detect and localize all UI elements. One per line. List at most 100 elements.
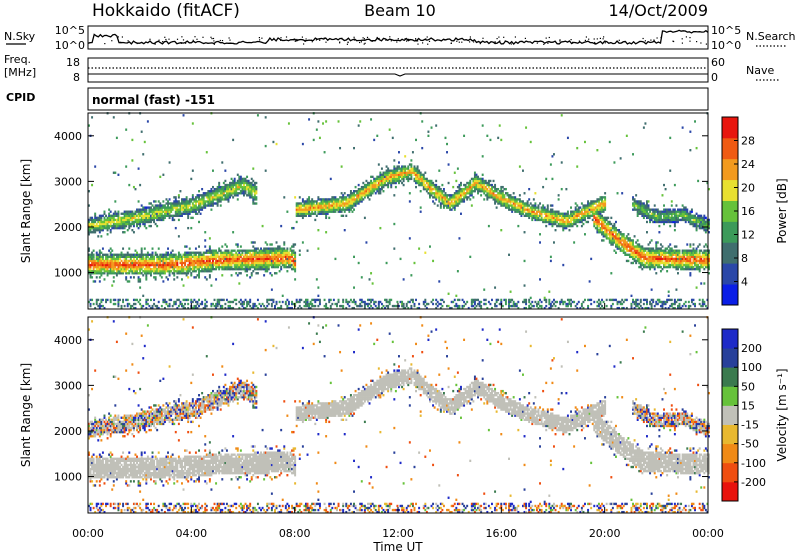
power-cell (576, 303, 578, 305)
noise-search-dot (363, 37, 364, 38)
power-cell (218, 268, 220, 270)
power-cell (623, 235, 625, 237)
power-cell (110, 252, 112, 254)
noise-search-dot (427, 36, 428, 37)
power-cell (609, 141, 611, 143)
power-cell (135, 264, 137, 266)
power-cell (457, 270, 459, 272)
power-cell (282, 295, 284, 297)
power-cell (325, 231, 327, 233)
power-cell (344, 192, 346, 194)
power-cell (528, 198, 530, 200)
power-cell (598, 299, 600, 301)
noise-left-label: N.Sky (4, 30, 36, 43)
power-cell (271, 288, 273, 290)
power-cell (90, 305, 92, 307)
power-cell (452, 186, 454, 188)
noise-search-dot (295, 41, 296, 42)
noise-left-tick-top: 10^5 (55, 24, 85, 37)
power-cell (237, 194, 239, 196)
power-cell (610, 305, 612, 307)
power-cell (141, 204, 143, 206)
power-cell (404, 170, 406, 172)
power-cell (183, 305, 185, 307)
power-cell (128, 247, 130, 249)
power-cell (547, 206, 549, 208)
power-cell (618, 235, 620, 237)
power-cell (590, 258, 592, 260)
power-cell (164, 299, 166, 301)
noise-search-dot (616, 41, 617, 42)
power-cell (316, 215, 318, 217)
power-cell (378, 163, 380, 165)
power-cell (110, 247, 112, 249)
power-cell (138, 200, 140, 202)
power-cell (114, 303, 116, 305)
power-cell (93, 250, 95, 252)
power-cell (576, 165, 578, 167)
power-cell (435, 180, 437, 182)
power-cell (474, 190, 476, 192)
noise-search-dot (406, 41, 407, 42)
noise-search-dot (359, 42, 360, 43)
power-cell (558, 194, 560, 196)
power-cell (198, 196, 200, 198)
power-cell (150, 274, 152, 276)
power-cell (477, 192, 479, 194)
power-cell (496, 190, 498, 192)
power-cell (178, 194, 180, 196)
power-cell (90, 229, 92, 231)
power-cell (251, 194, 253, 196)
power-cell (152, 247, 154, 249)
power-cell (271, 243, 273, 245)
noise-search-dot (372, 41, 373, 42)
power-cell (409, 192, 411, 194)
power-cell (271, 303, 273, 305)
power-cell (186, 198, 188, 200)
power-cell (314, 301, 316, 303)
power-cell (615, 231, 617, 233)
power-cell (352, 206, 354, 208)
power-cell (241, 254, 243, 256)
power-cell (339, 147, 341, 149)
power-cell (378, 305, 380, 307)
power-cell (156, 254, 158, 256)
power-cell (94, 215, 96, 217)
noise-search-dot (361, 41, 362, 42)
power-cell (345, 196, 347, 198)
power-cell (139, 286, 141, 288)
power-cell (427, 135, 429, 137)
power-cell (314, 213, 316, 215)
power-cell (167, 278, 169, 280)
power-cell (319, 137, 321, 139)
noise-search-dot (183, 39, 184, 40)
power-cell (161, 208, 163, 210)
power-cell (195, 204, 197, 206)
power-cell (91, 184, 93, 186)
power-cell (249, 301, 251, 303)
noise-search-dot (495, 42, 496, 43)
noise-search-dot (525, 38, 526, 39)
power-cell (224, 170, 226, 172)
power-cell (158, 247, 160, 249)
power-cell (517, 301, 519, 303)
power-cell (308, 196, 310, 198)
power-cell (119, 299, 121, 301)
power-cell (224, 303, 226, 305)
power-cell (519, 198, 521, 200)
power-cell (218, 247, 220, 249)
power-cell (114, 266, 116, 268)
power-cell (195, 202, 197, 204)
power-cell (348, 211, 350, 213)
power-cell (550, 303, 552, 305)
power-cell (162, 200, 164, 202)
power-cell (486, 198, 488, 200)
power-cell (575, 206, 577, 208)
noise-search-dot (181, 36, 182, 37)
power-cell (251, 272, 253, 274)
power-cell (150, 272, 152, 274)
power-cell (175, 227, 177, 229)
power-cell (198, 299, 200, 301)
power-cell (203, 260, 205, 262)
